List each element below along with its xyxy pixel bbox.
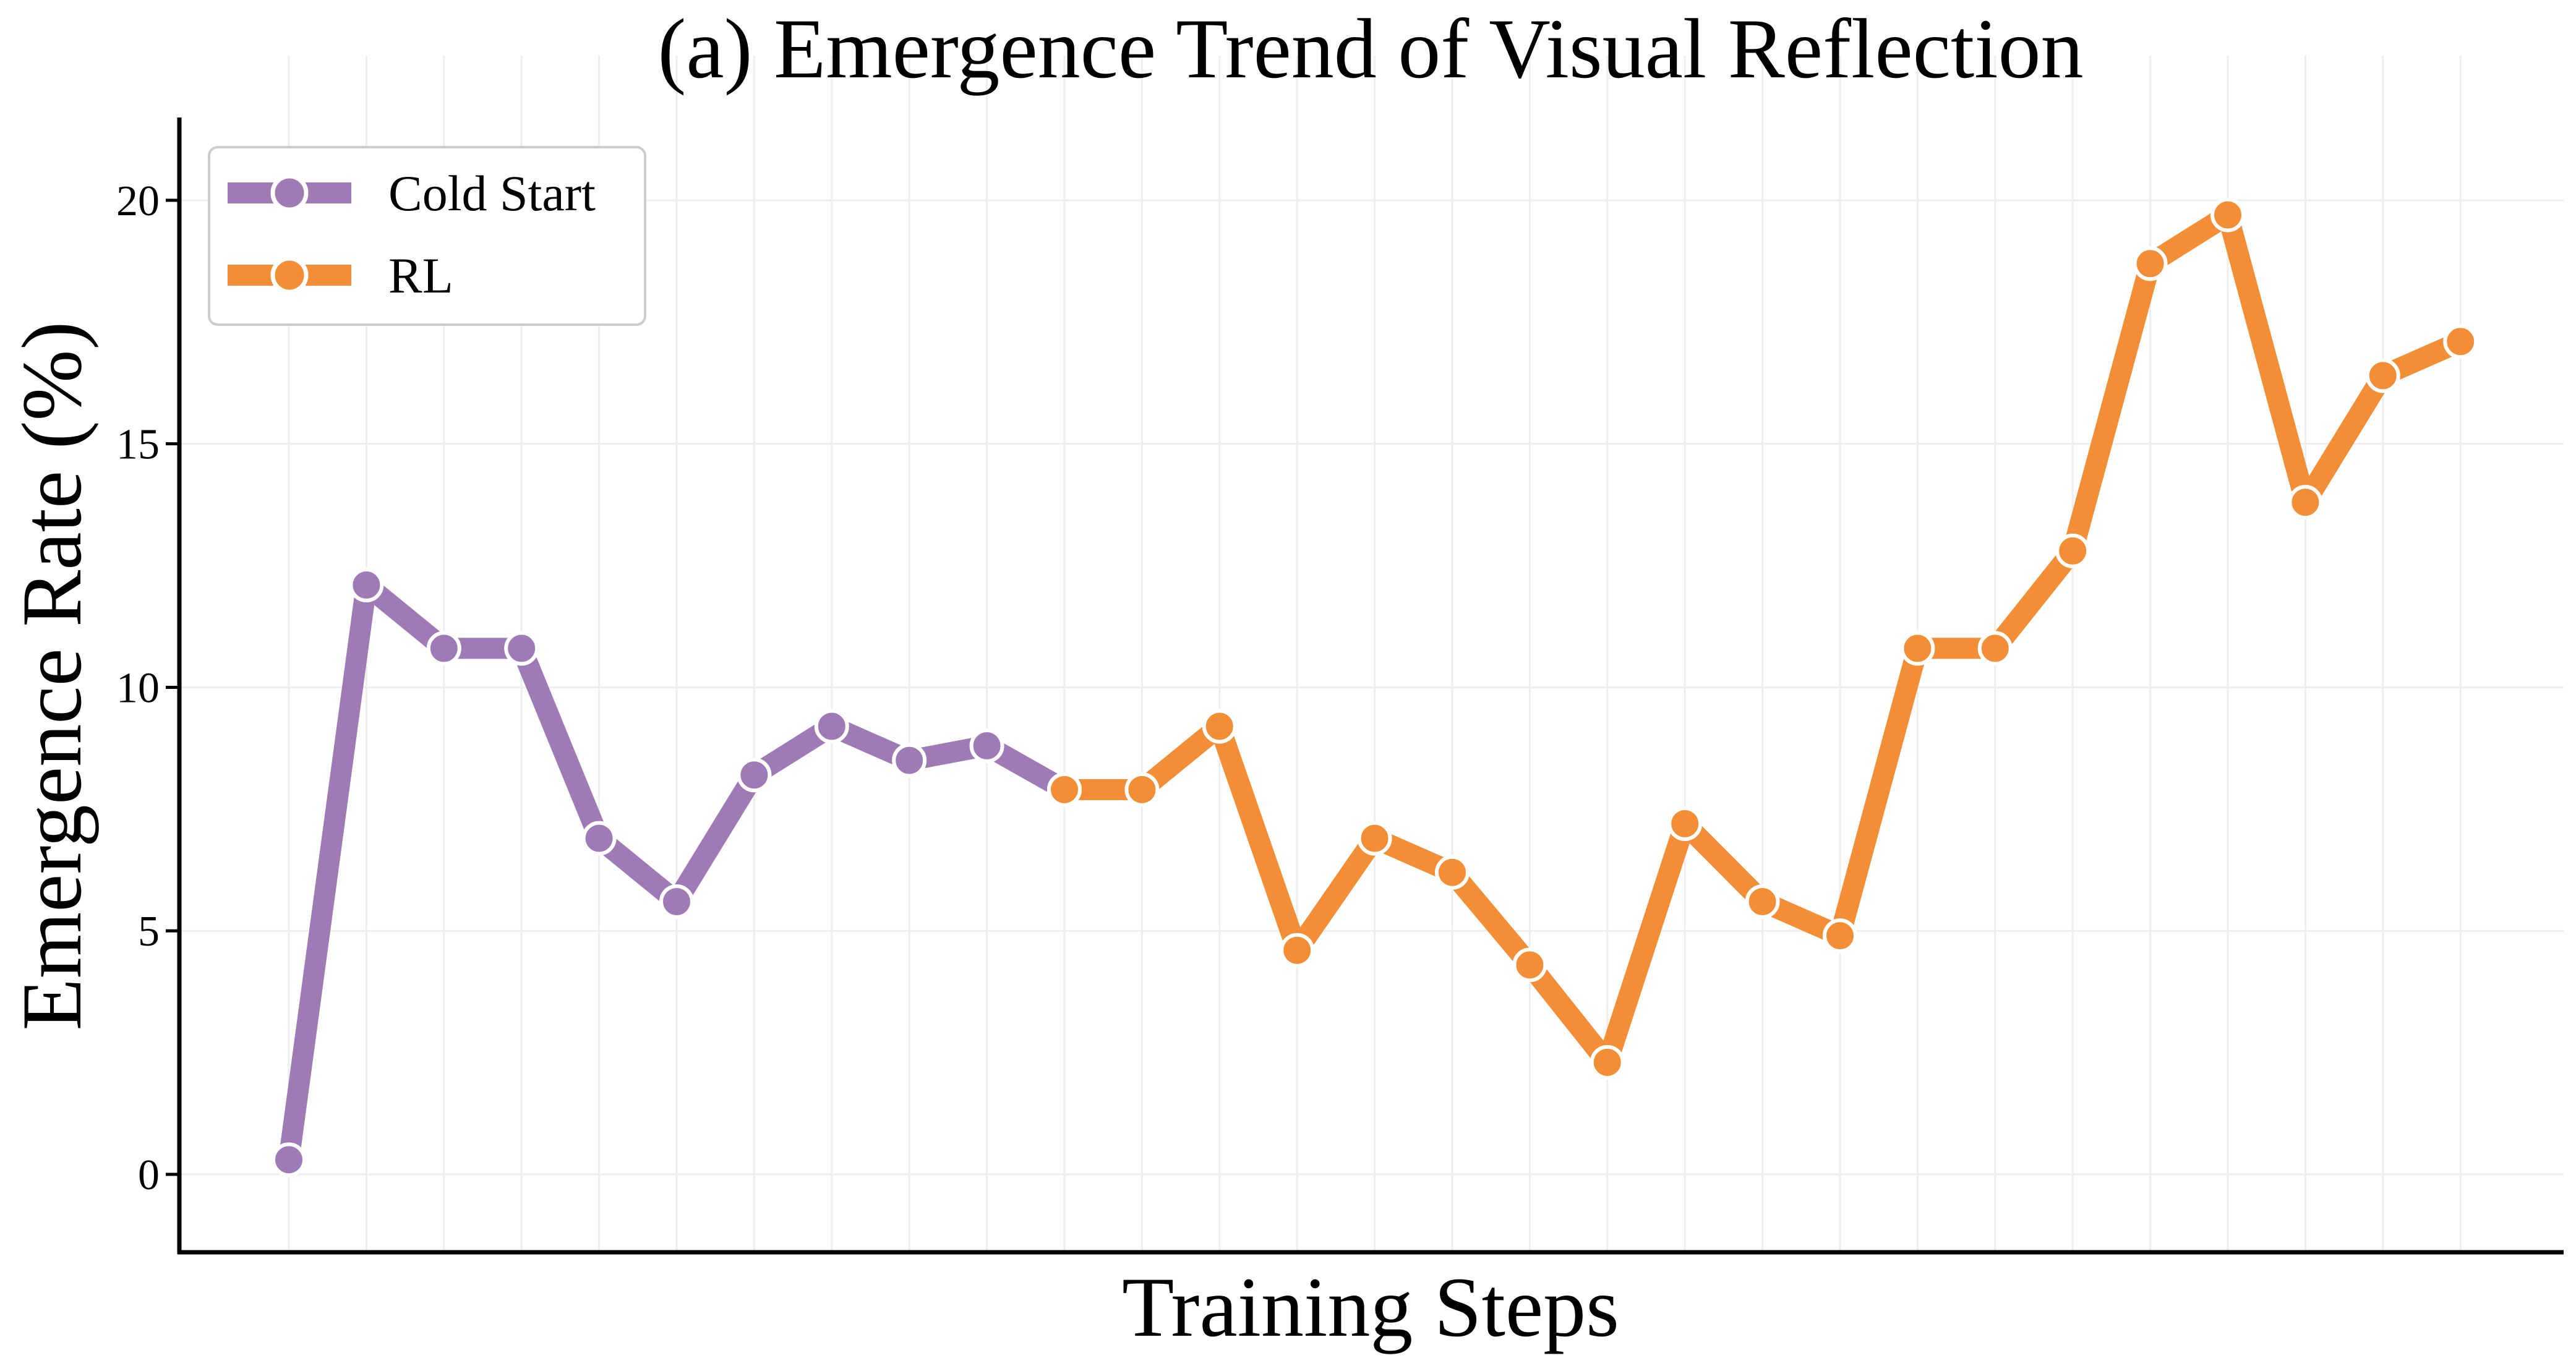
data-point — [1280, 933, 1315, 968]
y-tick-labels: 0 5 10 15 20 — [116, 177, 160, 1199]
data-point — [504, 631, 539, 666]
data-point — [737, 758, 772, 793]
data-point — [1357, 821, 1392, 856]
data-point — [2365, 358, 2400, 393]
y-tick-label: 20 — [116, 177, 160, 225]
data-point — [272, 1142, 306, 1177]
legend-item-rl: RL — [228, 247, 453, 304]
data-points — [272, 197, 2478, 1177]
legend: Cold Start RL — [208, 146, 646, 326]
data-point — [969, 728, 1004, 763]
legend-marker-rl — [270, 256, 309, 294]
data-point — [1667, 806, 1703, 841]
data-point — [892, 743, 927, 778]
data-point — [814, 709, 849, 744]
data-point — [1977, 631, 2013, 666]
data-point — [2133, 246, 2168, 281]
data-point — [1512, 947, 1547, 983]
x-axis-title: Training Steps — [1122, 1260, 1619, 1354]
data-point — [2443, 324, 2478, 359]
legend-marker-cold-start — [270, 174, 309, 212]
data-point — [1745, 884, 1780, 919]
data-point — [2288, 485, 2323, 520]
y-tick-label: 15 — [116, 421, 160, 469]
grid — [179, 56, 2564, 1252]
data-point — [2210, 197, 2245, 233]
data-point — [1823, 918, 1857, 954]
legend-label-cold-start: Cold Start — [388, 165, 596, 221]
y-tick-label: 5 — [138, 908, 160, 955]
data-point — [1202, 709, 1237, 744]
data-point — [1900, 631, 1935, 666]
axes — [166, 117, 2564, 1255]
legend-item-cold-start: Cold Start — [228, 165, 596, 221]
legend-label-rl: RL — [388, 247, 453, 304]
data-point — [1124, 772, 1160, 807]
y-axis-title: Emergence Rate (%) — [4, 322, 99, 1031]
y-tick-label: 10 — [116, 664, 160, 712]
chart-title: (a) Emergence Trend of Visual Reflection — [657, 1, 2083, 96]
data-point — [426, 631, 461, 666]
data-point — [1590, 1044, 1625, 1080]
data-point — [2055, 533, 2090, 568]
data-point — [581, 821, 617, 856]
y-tick-label: 0 — [138, 1151, 160, 1199]
data-point — [1047, 772, 1082, 807]
data-point — [1435, 855, 1470, 890]
data-point — [349, 568, 384, 603]
data-point — [659, 884, 694, 919]
